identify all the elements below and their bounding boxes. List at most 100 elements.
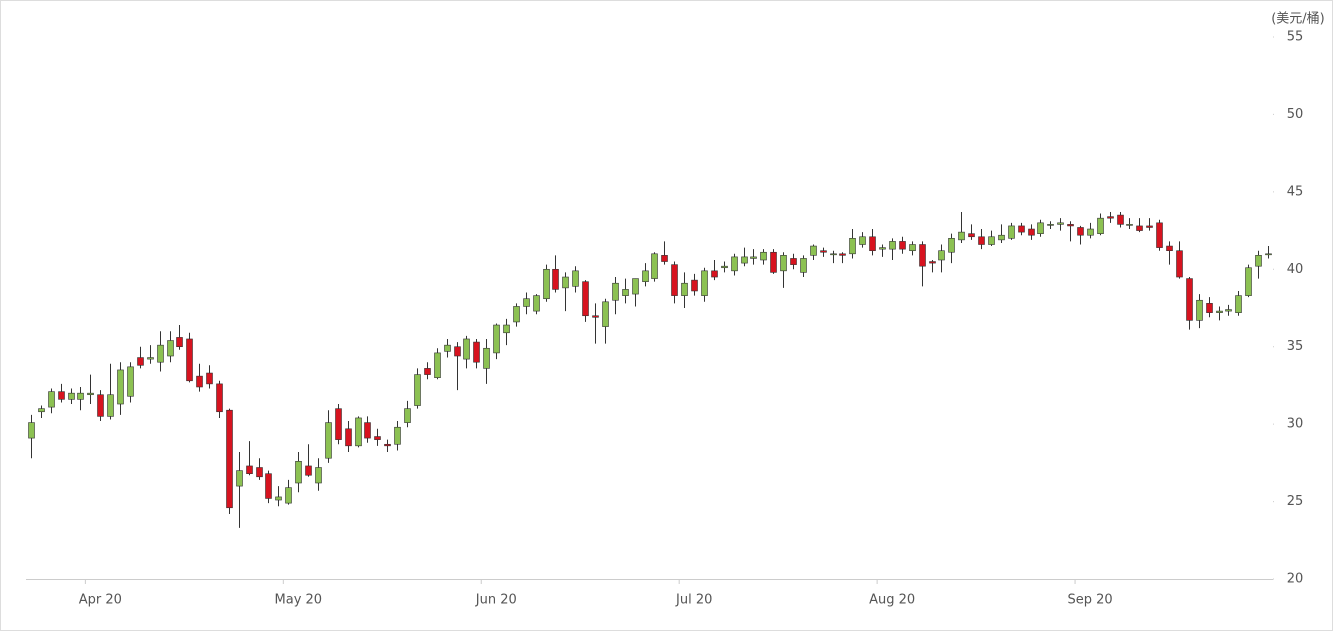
candle-body — [948, 238, 955, 253]
candle-body — [849, 238, 856, 255]
candle-body — [463, 338, 470, 360]
candle-body — [1265, 253, 1272, 256]
candle-body — [701, 270, 708, 296]
candle-body — [444, 344, 451, 352]
x-tick-label: Aug 20 — [869, 593, 915, 608]
y-tick-label: 40 — [1287, 262, 1304, 277]
candle-body — [869, 236, 876, 252]
candle-body — [790, 258, 797, 265]
candle-body — [1136, 225, 1143, 231]
candle-body — [1245, 267, 1252, 296]
candle-body — [1255, 255, 1262, 267]
candle-body — [1018, 225, 1025, 233]
candle-body — [206, 372, 213, 385]
candle-body — [661, 255, 668, 262]
candle-body — [552, 268, 559, 290]
candle-body — [147, 357, 154, 360]
candle-body — [929, 261, 936, 264]
candle-body — [275, 496, 282, 501]
candle-body — [1235, 295, 1242, 313]
candle-body — [731, 256, 738, 272]
candle-body — [246, 465, 253, 474]
candle-body — [760, 251, 767, 261]
candle-body — [958, 231, 965, 241]
candle-body — [38, 408, 45, 413]
candle-body — [691, 279, 698, 292]
candle-body — [1166, 245, 1173, 252]
candle-body — [572, 270, 579, 287]
candle-body — [750, 256, 757, 259]
candle-body — [711, 270, 718, 278]
candle-body — [77, 392, 84, 400]
y-tick-label: 35 — [1287, 339, 1304, 354]
candle-body — [493, 324, 500, 354]
candle-body — [919, 244, 926, 267]
candle-body — [721, 265, 728, 269]
candle-body — [87, 392, 94, 396]
candle-body — [28, 422, 35, 439]
candle-body — [533, 295, 540, 312]
candle-body — [513, 306, 520, 323]
candle-body — [167, 340, 174, 357]
candle-body — [414, 374, 421, 406]
candle-body — [1146, 225, 1153, 228]
y-axis-unit: (美元/桶) — [1271, 12, 1325, 27]
candle-body — [632, 278, 639, 295]
candle-body — [285, 487, 292, 504]
candle-body — [196, 375, 203, 388]
candle-body — [1206, 303, 1213, 313]
candle-body — [1087, 228, 1094, 236]
candle-body — [454, 346, 461, 357]
candle-body — [1126, 224, 1133, 226]
candle-body — [1077, 227, 1084, 236]
candle-body — [780, 255, 787, 272]
candle-body — [394, 426, 401, 445]
candle-body — [592, 315, 599, 318]
candle-body — [612, 282, 619, 301]
candle-body — [651, 253, 658, 279]
candle-body — [226, 409, 233, 509]
candle-body — [503, 324, 510, 334]
candle-body — [424, 368, 431, 375]
candle-body — [810, 245, 817, 256]
candle-body — [305, 465, 312, 476]
candle-body — [335, 408, 342, 440]
y-tick-label: 55 — [1287, 30, 1304, 45]
candle-body — [988, 236, 995, 245]
candle-body — [938, 250, 945, 261]
candle-body — [434, 352, 441, 378]
candle-body — [48, 391, 55, 408]
candle-body — [889, 241, 896, 250]
y-tick-label: 45 — [1287, 184, 1304, 199]
candle-body — [325, 422, 332, 459]
candle-body — [404, 408, 411, 423]
candle-body — [839, 253, 846, 256]
candle-body — [374, 436, 381, 440]
candle-body — [1037, 222, 1044, 234]
candle-body — [582, 281, 589, 317]
candle-body — [1008, 225, 1015, 239]
y-tick-label: 50 — [1287, 107, 1304, 122]
y-tick-label: 30 — [1287, 417, 1304, 432]
candle-body — [859, 236, 866, 245]
candle-body — [107, 394, 114, 417]
y-tick-label: 25 — [1287, 494, 1304, 509]
candle-body — [473, 341, 480, 363]
candle-body — [1097, 217, 1104, 234]
candle-body — [770, 251, 777, 273]
candle-body — [345, 428, 352, 447]
candle-body — [1156, 222, 1163, 248]
x-tick-label: Apr 20 — [79, 593, 122, 608]
candle-body — [364, 422, 371, 439]
candle-body — [483, 347, 490, 369]
candle-body — [1047, 224, 1054, 226]
candle-body — [899, 241, 906, 250]
candle-body — [256, 467, 263, 478]
candle-body — [186, 338, 193, 382]
candle-body — [176, 337, 183, 348]
candle-body — [741, 256, 748, 264]
candle-body — [315, 467, 322, 484]
candle-body — [1225, 309, 1232, 312]
